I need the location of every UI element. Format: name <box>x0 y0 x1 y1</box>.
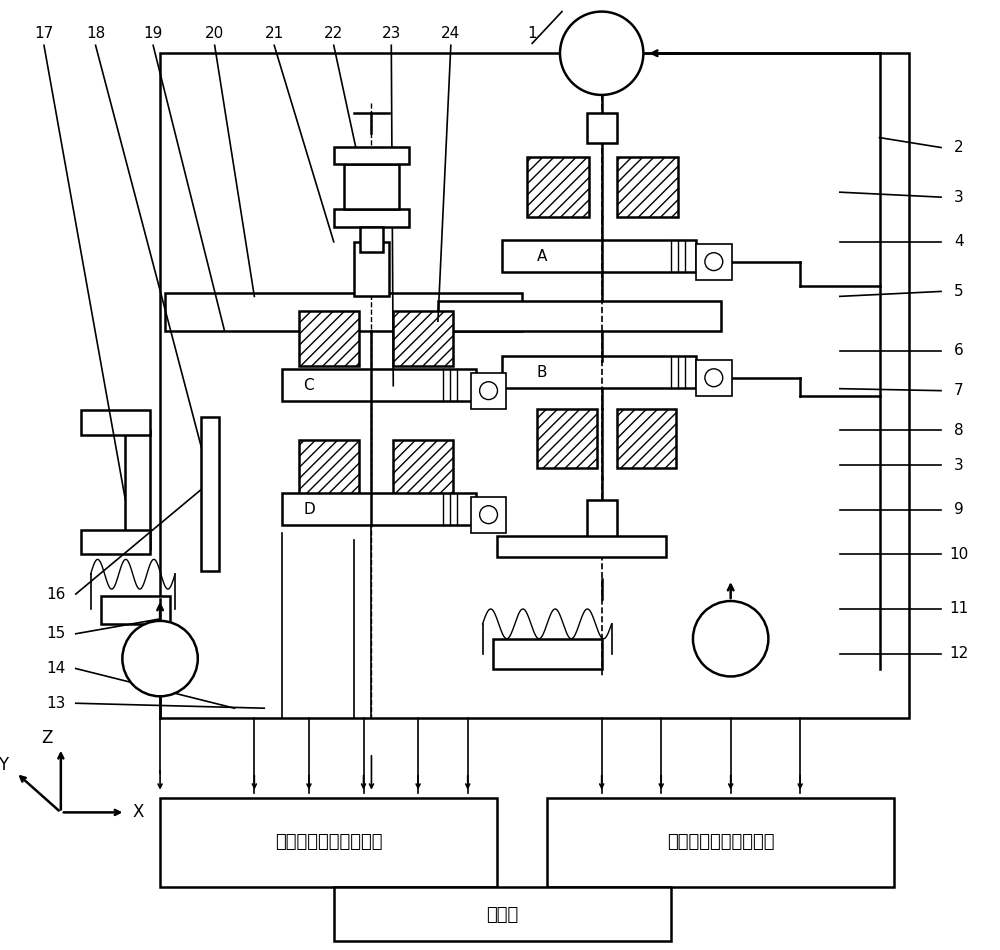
Bar <box>101 596 170 624</box>
Bar <box>282 369 476 401</box>
Text: B: B <box>537 366 547 380</box>
Text: 22: 22 <box>324 26 343 41</box>
Text: D: D <box>303 503 315 517</box>
Bar <box>160 797 497 887</box>
Circle shape <box>122 621 198 696</box>
Text: 伺服电机驱动控制系统: 伺服电机驱动控制系统 <box>667 833 775 851</box>
Bar <box>547 797 894 887</box>
Bar <box>125 430 150 549</box>
Bar <box>587 113 617 142</box>
Circle shape <box>480 382 497 400</box>
Text: 24: 24 <box>441 26 460 41</box>
Text: 高速同步数据采集系统: 高速同步数据采集系统 <box>275 833 383 851</box>
Bar <box>502 356 696 388</box>
Text: 7: 7 <box>954 383 964 398</box>
Text: 1: 1 <box>527 26 537 41</box>
Bar <box>360 227 383 252</box>
Text: 18: 18 <box>86 26 105 41</box>
Bar <box>160 53 909 718</box>
Text: M: M <box>719 625 737 643</box>
Text: 6: 6 <box>954 344 964 358</box>
Text: 5: 5 <box>954 284 964 299</box>
Bar <box>299 440 359 495</box>
Text: 计算机: 计算机 <box>486 905 519 923</box>
Text: 3: 3 <box>954 458 964 472</box>
Circle shape <box>705 369 723 387</box>
Text: 8: 8 <box>954 423 964 438</box>
Text: 19: 19 <box>143 26 163 41</box>
Bar <box>344 164 399 209</box>
Bar <box>471 372 506 408</box>
Text: 14: 14 <box>46 661 66 676</box>
Bar <box>497 536 666 558</box>
Text: 9: 9 <box>954 503 964 517</box>
Bar <box>696 360 732 395</box>
Bar <box>201 417 219 571</box>
Bar <box>527 158 589 217</box>
Bar <box>493 638 602 669</box>
Text: 3: 3 <box>739 638 748 653</box>
Text: 3: 3 <box>954 190 964 204</box>
Text: 16: 16 <box>46 586 66 601</box>
Text: 2: 2 <box>610 54 619 68</box>
Bar <box>471 497 506 533</box>
Bar <box>587 500 617 540</box>
Text: 15: 15 <box>46 626 66 641</box>
Text: 11: 11 <box>949 601 969 617</box>
Bar <box>165 294 522 332</box>
Text: 1: 1 <box>169 658 177 673</box>
Bar <box>354 242 389 296</box>
Bar <box>502 239 696 272</box>
Text: 21: 21 <box>265 26 284 41</box>
Text: 10: 10 <box>949 547 969 561</box>
Bar <box>299 312 359 366</box>
Text: 23: 23 <box>382 26 401 41</box>
Bar <box>334 887 671 941</box>
Circle shape <box>560 11 643 95</box>
Text: C: C <box>304 378 314 393</box>
Text: X: X <box>133 804 144 822</box>
Bar <box>282 493 476 524</box>
Bar <box>334 146 409 164</box>
Text: 17: 17 <box>34 26 54 41</box>
Bar <box>617 158 678 217</box>
Text: Z: Z <box>41 729 53 747</box>
Text: 4: 4 <box>954 235 964 249</box>
Bar <box>438 301 721 332</box>
Bar <box>81 529 150 555</box>
Bar <box>393 440 453 495</box>
Text: 12: 12 <box>949 646 969 661</box>
Circle shape <box>693 601 768 676</box>
Bar <box>334 209 409 227</box>
Text: 2: 2 <box>954 140 964 155</box>
Text: Y: Y <box>0 756 8 773</box>
Text: M: M <box>148 645 166 662</box>
Bar <box>81 410 150 435</box>
Bar <box>696 244 732 279</box>
Circle shape <box>480 505 497 523</box>
Bar <box>617 408 676 468</box>
Text: A: A <box>537 249 547 264</box>
Text: 20: 20 <box>205 26 224 41</box>
Circle shape <box>705 253 723 271</box>
Bar <box>393 312 453 366</box>
Text: 13: 13 <box>46 695 66 711</box>
Bar <box>537 408 597 468</box>
Text: M: M <box>589 39 609 57</box>
